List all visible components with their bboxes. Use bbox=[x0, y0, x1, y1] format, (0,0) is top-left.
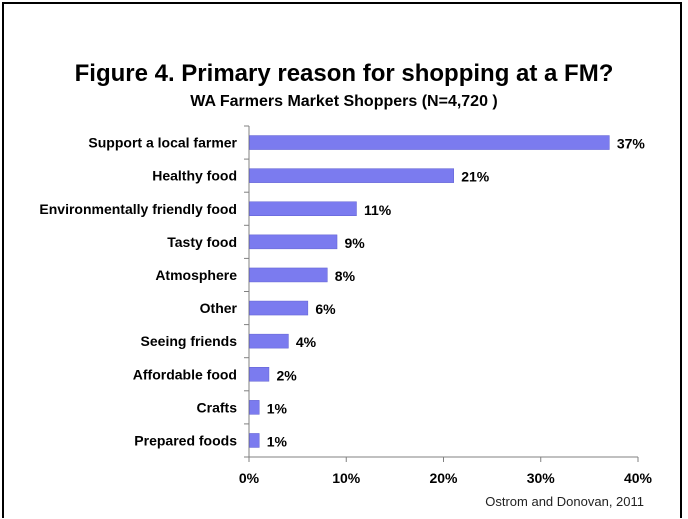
bar bbox=[249, 433, 260, 448]
source-note: Ostrom and Donovan, 2011 bbox=[485, 494, 644, 509]
value-label: 2% bbox=[276, 367, 297, 383]
bar bbox=[249, 168, 454, 183]
bar bbox=[249, 267, 328, 283]
bar bbox=[249, 135, 610, 150]
category-label: Environmentally friendly food bbox=[39, 201, 237, 217]
value-label: 37% bbox=[617, 136, 646, 152]
category-label: Support a local farmer bbox=[88, 135, 237, 151]
x-tick-label: 40% bbox=[624, 470, 653, 486]
chart-title: Figure 4. Primary reason for shopping at… bbox=[74, 60, 614, 87]
bar bbox=[249, 201, 357, 216]
bar bbox=[249, 300, 309, 316]
bar bbox=[249, 367, 270, 382]
category-label: Affordable food bbox=[133, 366, 237, 382]
category-label: Other bbox=[200, 300, 238, 316]
value-label: 11% bbox=[364, 202, 392, 218]
category-label: Seeing friends bbox=[141, 333, 238, 349]
x-tick-label: 10% bbox=[332, 470, 361, 486]
x-tick-label: 0% bbox=[239, 470, 260, 486]
category-label: Crafts bbox=[197, 399, 238, 415]
category-label: Atmosphere bbox=[155, 267, 237, 283]
value-label: 1% bbox=[267, 400, 288, 416]
value-label: 6% bbox=[315, 301, 336, 317]
value-label: 21% bbox=[461, 169, 490, 185]
category-label: Healthy food bbox=[152, 168, 237, 184]
category-label: Tasty food bbox=[167, 234, 237, 250]
bar bbox=[249, 234, 338, 250]
bar bbox=[249, 400, 260, 415]
value-label: 1% bbox=[267, 433, 288, 449]
x-tick-label: 20% bbox=[429, 470, 458, 486]
value-label: 9% bbox=[345, 235, 366, 251]
bar bbox=[249, 333, 289, 349]
chart-subtitle: WA Farmers Market Shoppers (N=4,720 ) bbox=[190, 93, 498, 110]
value-label: 4% bbox=[296, 334, 317, 350]
x-tick-label: 30% bbox=[527, 470, 556, 486]
category-label: Prepared foods bbox=[134, 432, 237, 448]
value-label: 8% bbox=[335, 268, 356, 284]
